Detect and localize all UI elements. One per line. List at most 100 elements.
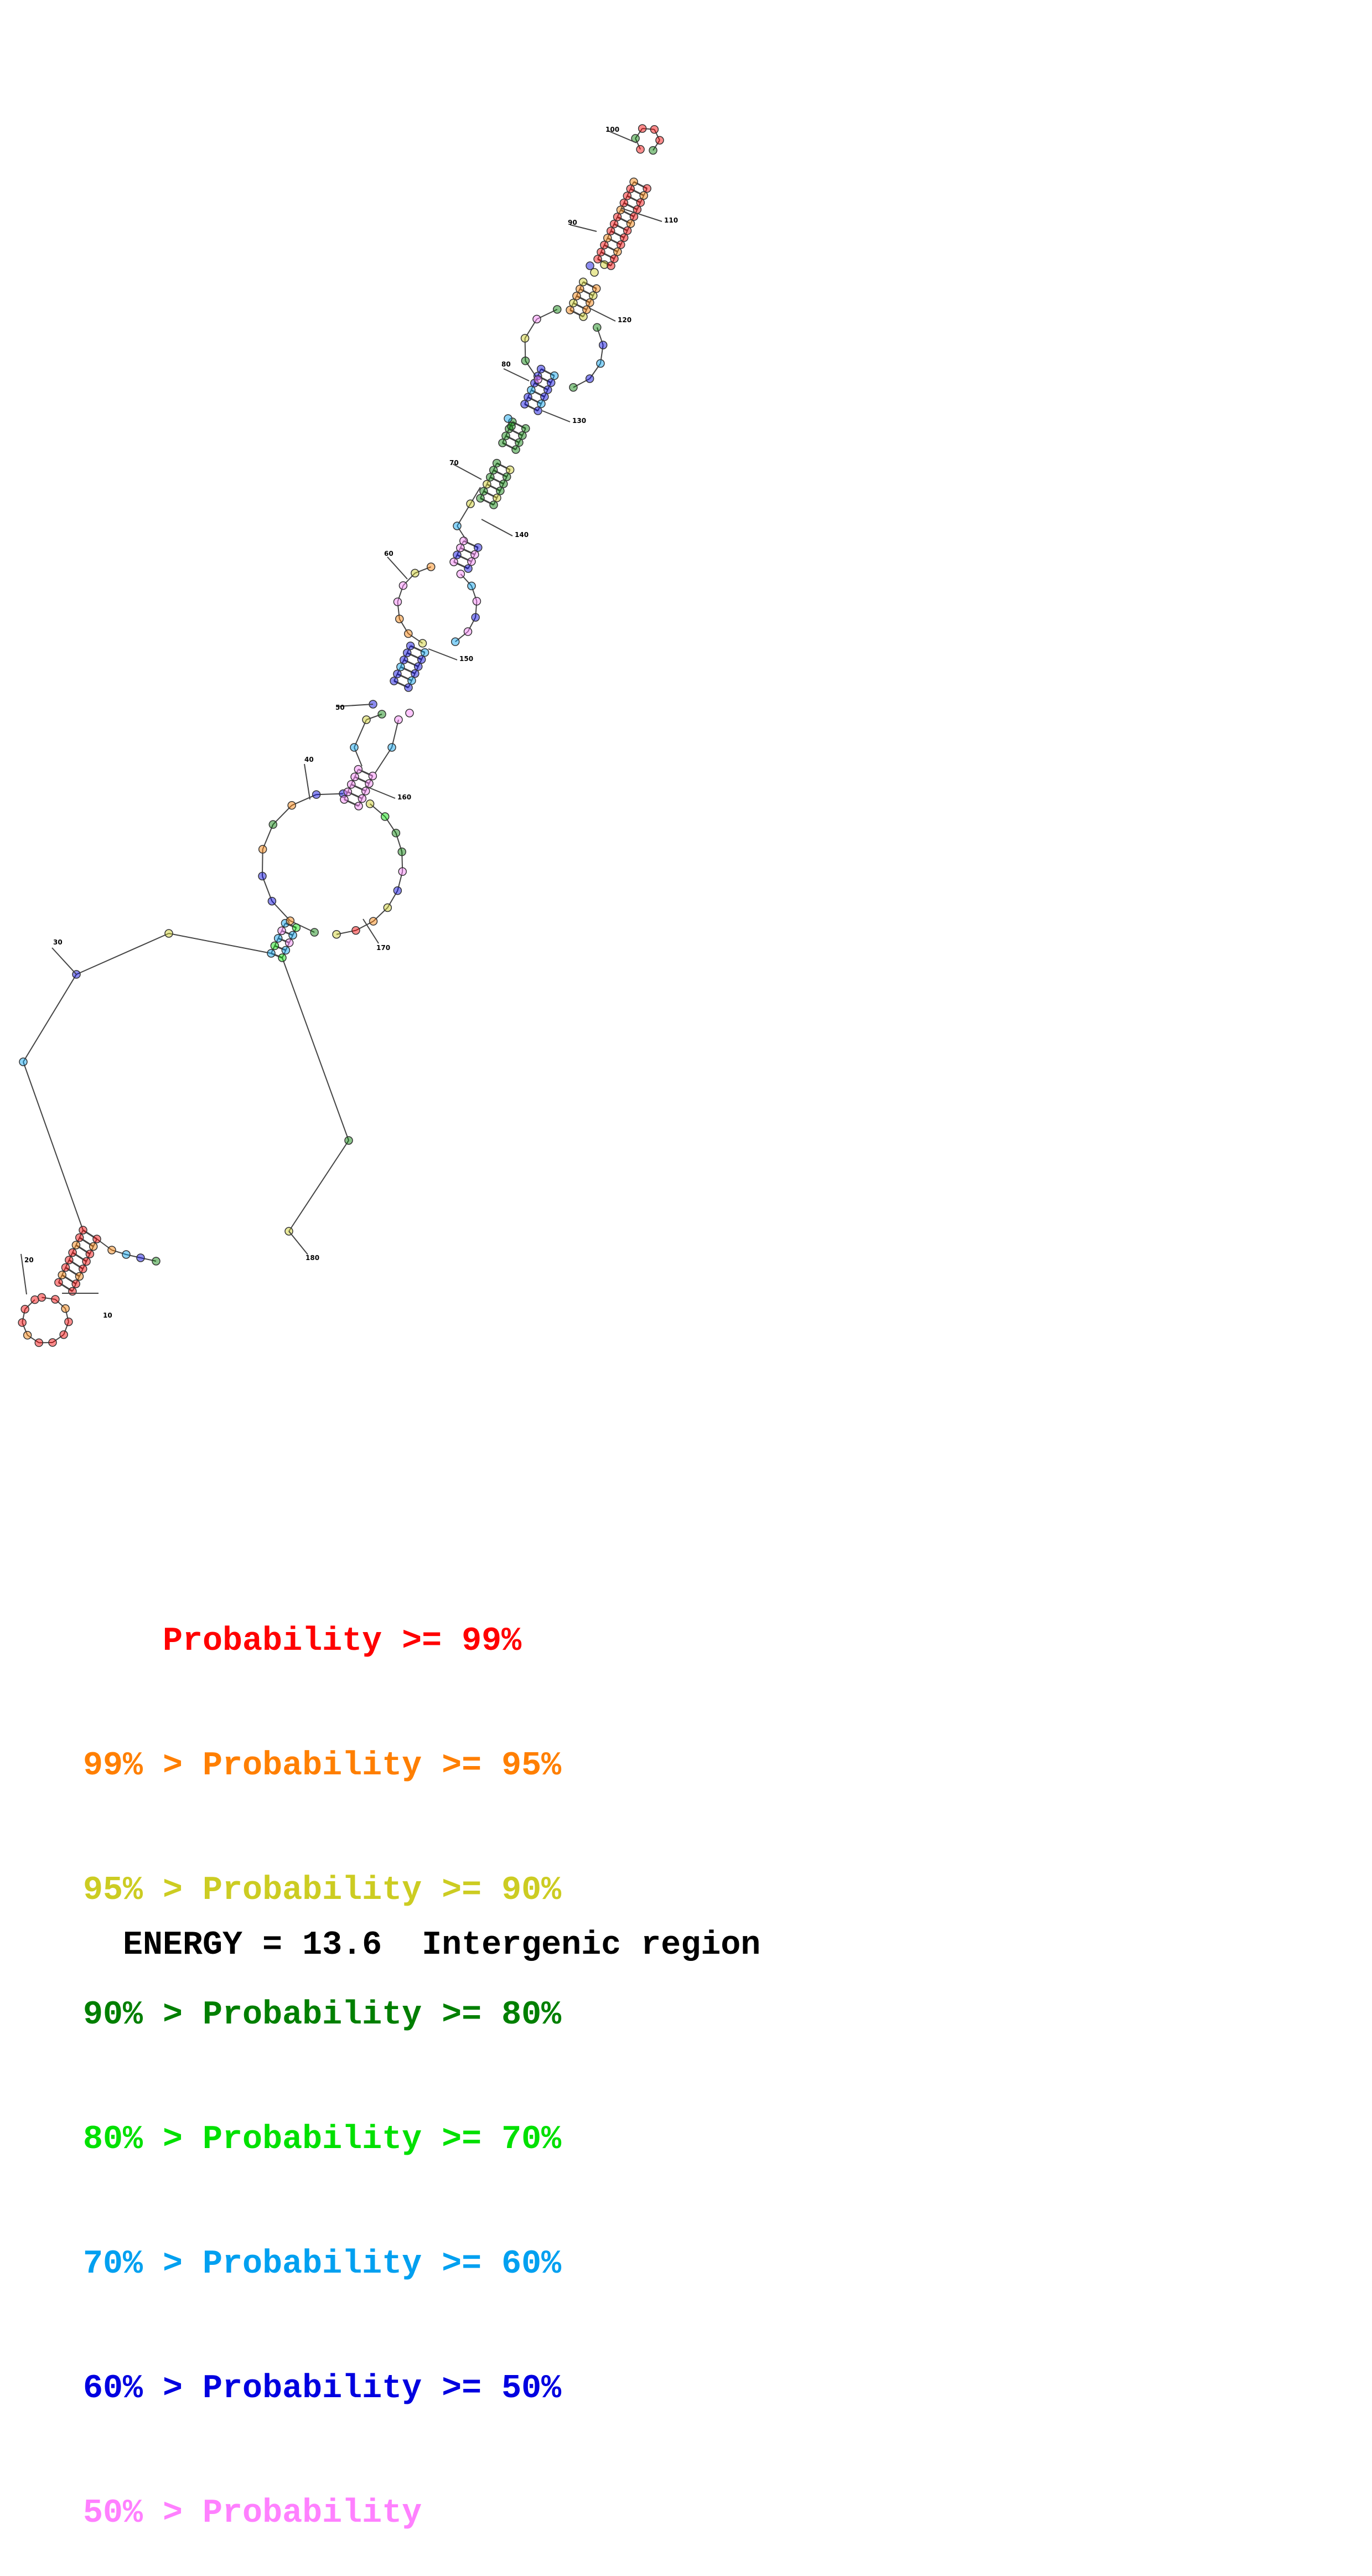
nucleotide-node [82, 1258, 90, 1266]
nucleotide-node [527, 386, 535, 394]
nucleotide-node [396, 615, 403, 623]
nucleotide-node [76, 1234, 84, 1242]
position-label: 140 [515, 531, 529, 539]
position-label: 170 [376, 944, 390, 952]
nucleotide-node [579, 313, 587, 321]
label-leader-line [589, 308, 615, 321]
backbone-segment [354, 720, 366, 747]
nucleotide-node [586, 299, 594, 307]
nucleotide-node [610, 220, 618, 228]
nucleotide-node [60, 1331, 68, 1339]
nucleotide-node [450, 558, 458, 566]
nucleotide-node [362, 787, 370, 795]
nucleotide-node [521, 334, 529, 342]
legend-prefix: 99% > [83, 1747, 203, 1785]
nucleotide-node [586, 375, 594, 383]
nucleotide-node [483, 481, 491, 488]
legend-prefix: 80% > [83, 2121, 203, 2159]
nucleotide-node [573, 292, 581, 300]
nucleotide-node [547, 379, 555, 386]
nucleotide-node [468, 557, 475, 565]
nucleotide-node [69, 1249, 76, 1257]
nucleotide-node [403, 649, 411, 657]
nucleotide-node [310, 928, 318, 936]
nucleotide-node [453, 551, 461, 559]
nucleotide-node [464, 628, 472, 636]
nucleotide-node [400, 656, 408, 664]
position-label: 90 [568, 219, 577, 226]
nucleotide-node [19, 1058, 27, 1066]
nucleotide-node [468, 582, 475, 590]
nucleotide-node [604, 234, 612, 242]
label-leader-line [504, 369, 529, 381]
nucleotide-node [597, 360, 604, 368]
nucleotide-node [503, 473, 511, 481]
nucleotide-node [21, 1305, 29, 1313]
nucleotide-node [617, 206, 624, 214]
nucleotide-node [467, 500, 474, 508]
position-label: 180 [306, 1254, 319, 1262]
nucleotide-node [486, 473, 494, 481]
nucleotide-node [522, 425, 530, 432]
nucleotide-node [649, 147, 657, 154]
nucleotide-node [267, 949, 275, 957]
nucleotide-node [620, 199, 628, 207]
nucleotide-node [165, 930, 173, 937]
nucleotide-node [474, 544, 482, 551]
nucleotide-node [636, 146, 644, 153]
nucleotide-node [472, 613, 479, 621]
nucleotide-node [418, 639, 426, 647]
label-leader-line [289, 1231, 308, 1255]
nucleotide-node [79, 1265, 87, 1273]
nucleotide-node [553, 306, 561, 313]
nucleotide-node [500, 480, 508, 488]
nucleotide-node [415, 663, 422, 670]
position-label: 10 [103, 1312, 112, 1319]
nucleotide-node [269, 820, 277, 828]
nucleotide-node [86, 1250, 94, 1258]
nucleotide-node [480, 487, 488, 495]
label-leader-line [482, 519, 512, 536]
nucleotide-node [607, 262, 615, 270]
base-pair-lines [59, 182, 647, 1291]
legend-text: Probability >= 50% [203, 2370, 561, 2408]
nucleotide-node [630, 213, 638, 220]
nucleotide-node [460, 537, 468, 545]
nucleotide-node [421, 649, 429, 657]
nucleotide-node [24, 1331, 32, 1339]
nucleotide-node [384, 904, 391, 912]
nucleotide-node [278, 927, 286, 935]
legend-prefix [83, 1623, 163, 1660]
energy-footer: ENERGY = 13.6 Intergenic region [83, 1889, 760, 1964]
nucleotide-node [370, 917, 377, 925]
nucleotide-node [18, 1319, 26, 1326]
nucleotide-node [395, 716, 402, 724]
nucleotide-node [352, 927, 360, 935]
label-leader-line [542, 411, 570, 422]
nucleotide-node [614, 213, 622, 221]
nucleotide-node [620, 234, 628, 241]
nucleotide-node [593, 323, 601, 331]
nucleotide-node [614, 248, 622, 256]
nucleotide-node [407, 642, 415, 650]
nucleotide-node [499, 439, 506, 447]
nucleotide-node [405, 630, 412, 638]
nucleotide-node [398, 868, 406, 875]
position-label: 20 [24, 1256, 34, 1264]
nucleotide-node [627, 220, 635, 228]
nucleotide-node [640, 192, 648, 199]
legend-prefix: 50% > [83, 2495, 203, 2532]
nucleotide-node [519, 432, 526, 440]
nucleotide-node [313, 791, 320, 798]
nucleotide-node [58, 1271, 66, 1279]
nucleotide-nodes [18, 125, 664, 1346]
position-label: 60 [384, 550, 394, 557]
nucleotide-node [358, 794, 366, 802]
nucleotide-node [79, 1226, 87, 1234]
nucleotide-node [521, 357, 529, 365]
position-label: 30 [53, 938, 63, 946]
nucleotide-node [289, 931, 297, 939]
nucleotide-node [541, 393, 548, 401]
nucleotide-node [464, 565, 472, 572]
nucleotide-node [31, 1296, 39, 1304]
